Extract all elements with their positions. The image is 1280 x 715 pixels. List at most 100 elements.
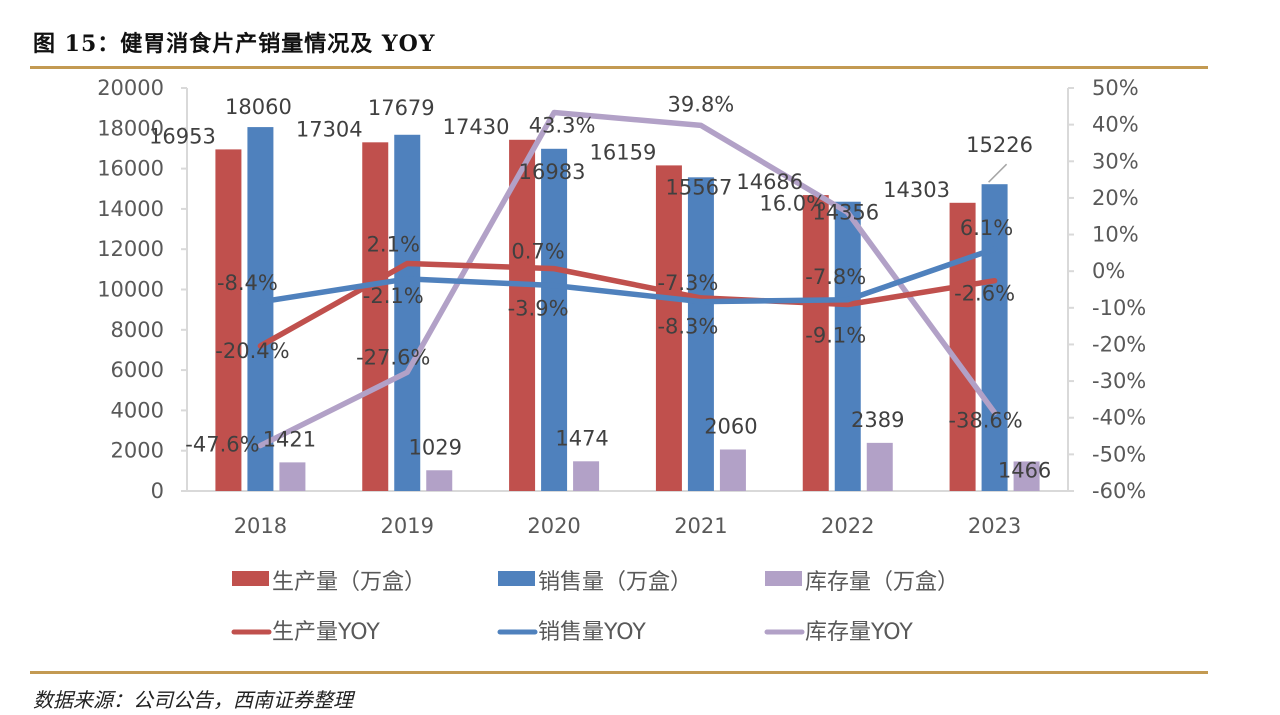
bar-data-label: 1421 — [263, 427, 316, 451]
bar-sales — [981, 184, 1008, 491]
figure-title: 图 15：健胃消食片产销量情况及 YOY — [33, 31, 436, 57]
line-data-label: 16.0% — [759, 192, 826, 216]
line-data-label: -8.4% — [217, 271, 278, 295]
bar-inventory — [866, 442, 893, 491]
line-data-label: -20.4% — [215, 339, 289, 363]
bar-data-label: 14303 — [883, 178, 950, 202]
x-axis-tick-label: 2019 — [381, 514, 434, 538]
right-axis-tick-label: 20% — [1092, 186, 1139, 210]
bar-inventory — [719, 449, 746, 491]
bar-data-label: 17304 — [296, 117, 363, 141]
line-inventory — [257, 109, 998, 449]
bar-data-label: 1029 — [409, 435, 462, 459]
legend-swatch — [232, 571, 269, 586]
bar-production — [655, 165, 682, 491]
right-axis-tick-label: -30% — [1092, 369, 1146, 393]
line-data-label: -2.6% — [954, 282, 1015, 306]
bars — [215, 127, 1040, 492]
line-data-label: -9.1% — [805, 324, 866, 348]
legend-label: 销售量YOY — [538, 620, 646, 645]
legend-swatch — [765, 571, 802, 586]
left-axis-tick-label: 8000 — [111, 318, 164, 342]
bar-production — [215, 149, 242, 492]
bar-data-label: 15226 — [966, 133, 1033, 157]
left-axis-tick-label: 0 — [151, 479, 164, 503]
line-data-label: -7.3% — [657, 271, 718, 295]
bar-data-label: 14356 — [812, 201, 879, 225]
bar-data-label: 17679 — [368, 96, 435, 120]
line-data-label: -38.6% — [948, 409, 1022, 433]
line-data-label: 2.1% — [367, 232, 420, 256]
line-data-label: -2.1% — [363, 284, 424, 308]
data-labels: 16953 17304 17430 16159 14686 14303 18060 17679… — [149, 92, 1051, 482]
x-axis-tick-label: 2018 — [234, 514, 287, 538]
left-axis-tick-label: 12000 — [97, 237, 164, 261]
line-data-label: -7.8% — [805, 265, 866, 289]
bar-data-label: 1474 — [555, 426, 608, 450]
left-axis-tick-label: 4000 — [111, 398, 164, 422]
right-axis-tick-label: -10% — [1092, 296, 1146, 320]
axes: 0 2000 4000 6000 8000 10000 12000 14000 16000 180… — [97, 76, 1146, 538]
x-axis-tick-label: 2020 — [527, 514, 580, 538]
left-axis-tick-label: 2000 — [111, 439, 164, 463]
legend-label: 销售量（万盒） — [538, 570, 692, 595]
bottom-divider — [30, 671, 1208, 674]
bar-data-label: 16159 — [590, 140, 657, 164]
legend-item-inventory-yoy: 库存量YOY — [764, 620, 913, 645]
bar-production — [802, 195, 829, 492]
bar-data-label: 2060 — [704, 414, 757, 438]
bar-inventory — [573, 461, 600, 491]
right-axis-tick-label: -50% — [1092, 442, 1146, 466]
bar-inventory — [426, 470, 453, 491]
x-axis-tick-label: 2022 — [821, 514, 874, 538]
bar-data-label: 1466 — [998, 458, 1051, 482]
bar-production — [362, 142, 389, 491]
left-axis-tick-label: 10000 — [97, 278, 164, 302]
line-data-label: 6.1% — [960, 216, 1013, 240]
bar-sales — [541, 148, 568, 492]
legend-label: 库存量（万盒） — [805, 570, 959, 595]
line-data-label: -47.6% — [185, 433, 259, 457]
bar-sales — [394, 134, 421, 492]
bar-data-label: 16983 — [519, 160, 586, 184]
legend-label: 生产量YOY — [272, 620, 380, 645]
legend-item-sales-yoy: 销售量YOY — [497, 620, 646, 645]
bar-sales — [687, 177, 714, 491]
right-axis-tick-label: -60% — [1092, 479, 1146, 503]
bar-sales — [247, 127, 274, 491]
leader-line — [988, 163, 1008, 183]
left-axis-tick-label: 18000 — [97, 116, 164, 140]
x-axis-tick-label: 2021 — [674, 514, 727, 538]
bar-data-label: 2389 — [851, 408, 904, 432]
right-axis-tick-label: -20% — [1092, 332, 1146, 356]
legend-swatch — [498, 571, 535, 586]
legend-label: 库存量YOY — [805, 620, 913, 645]
legend-label: 生产量（万盒） — [272, 570, 426, 595]
bar-data-label: 16953 — [149, 124, 216, 148]
top-divider — [30, 66, 1208, 69]
data-source: 数据来源：公司公告，西南证券整理 — [33, 688, 353, 712]
legend-item-sales: 销售量（万盒） — [498, 570, 692, 595]
right-axis-tick-label: 30% — [1092, 149, 1139, 173]
right-axis-tick-label: 10% — [1092, 223, 1139, 247]
bar-data-label: 15567 — [666, 175, 733, 199]
left-axis-tick-label: 16000 — [97, 157, 164, 181]
left-axis-tick-label: 6000 — [111, 358, 164, 382]
bar-inventory — [279, 462, 306, 491]
line-data-label: -8.3% — [657, 315, 718, 339]
right-axis-tick-label: 50% — [1092, 76, 1139, 100]
bar-data-label: 18060 — [225, 95, 292, 119]
line-data-label: 0.7% — [511, 240, 564, 264]
bar-data-label: 17430 — [443, 115, 510, 139]
right-axis-tick-label: -40% — [1092, 406, 1146, 430]
right-axis-tick-label: 40% — [1092, 113, 1139, 137]
legend-item-production: 生产量（万盒） — [232, 570, 426, 595]
bar-data-label: 14686 — [736, 170, 803, 194]
line-production — [257, 260, 998, 349]
legend-item-production-yoy: 生产量YOY — [231, 620, 380, 645]
legend-item-inventory: 库存量（万盒） — [765, 570, 959, 595]
left-axis-tick-label: 14000 — [97, 197, 164, 221]
line-data-label: -3.9% — [508, 296, 569, 320]
yoy-lines — [257, 109, 998, 449]
